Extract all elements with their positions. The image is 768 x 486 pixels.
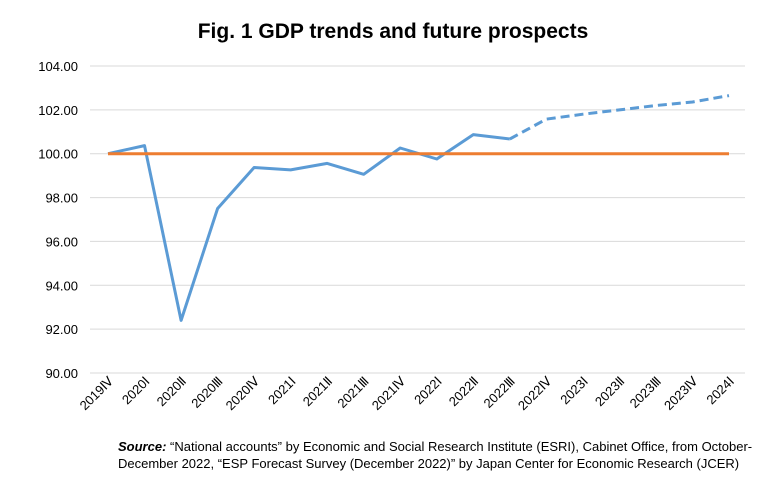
x-tick-label: 2024Ⅰ <box>703 374 737 408</box>
series-line-0 <box>107 133 510 322</box>
y-tick-label: 96.00 <box>45 234 78 249</box>
x-tick-label: 2022Ⅲ <box>481 374 518 411</box>
x-tick-label: 2020Ⅱ <box>154 374 190 410</box>
source-label: Source: <box>118 439 167 454</box>
x-tick-label: 2020Ⅳ <box>223 374 263 414</box>
x-tick-label: 2023Ⅲ <box>627 374 664 411</box>
x-tick-label: 2023Ⅱ <box>592 374 628 410</box>
x-tick-label: 2021Ⅱ <box>300 374 336 410</box>
x-tick-label: 2020Ⅰ <box>119 374 153 408</box>
y-tick-label: 94.00 <box>45 278 78 293</box>
x-tick-label: 2022Ⅱ <box>446 374 482 410</box>
series-lines <box>107 94 730 322</box>
y-tick-label: 100.00 <box>38 147 78 162</box>
x-tick-label: 2021Ⅲ <box>334 374 371 411</box>
x-tick-label: 2019Ⅳ <box>77 374 117 414</box>
x-tick-label: 2023Ⅳ <box>661 374 701 414</box>
x-tick-label: 2022Ⅳ <box>515 374 555 414</box>
y-tick-label: 98.00 <box>45 191 78 206</box>
y-tick-label: 104.00 <box>38 59 78 74</box>
gridlines <box>90 65 745 374</box>
chart-title: Fig. 1 GDP trends and future prospects <box>198 20 589 43</box>
x-tick-label: 2021Ⅰ <box>265 374 299 408</box>
y-tick-label: 102.00 <box>38 103 78 118</box>
y-tick-label: 92.00 <box>45 322 78 337</box>
source-note: Source: “National accounts” by Economic … <box>118 438 758 472</box>
x-tick-label: 2020Ⅲ <box>188 374 225 411</box>
y-tick-labels: 90.00 92.00 94.00 96.00 98.00 100.00 102.00 104… <box>38 59 78 381</box>
x-tick-label: 2023Ⅰ <box>557 374 591 408</box>
x-tick-label: 2022Ⅰ <box>411 374 445 408</box>
y-tick-label: 90.00 <box>45 366 78 381</box>
source-text: “National accounts” by Economic and Soci… <box>118 439 753 471</box>
series-line-1 <box>509 94 730 141</box>
x-tick-label: 2021Ⅳ <box>369 374 409 414</box>
